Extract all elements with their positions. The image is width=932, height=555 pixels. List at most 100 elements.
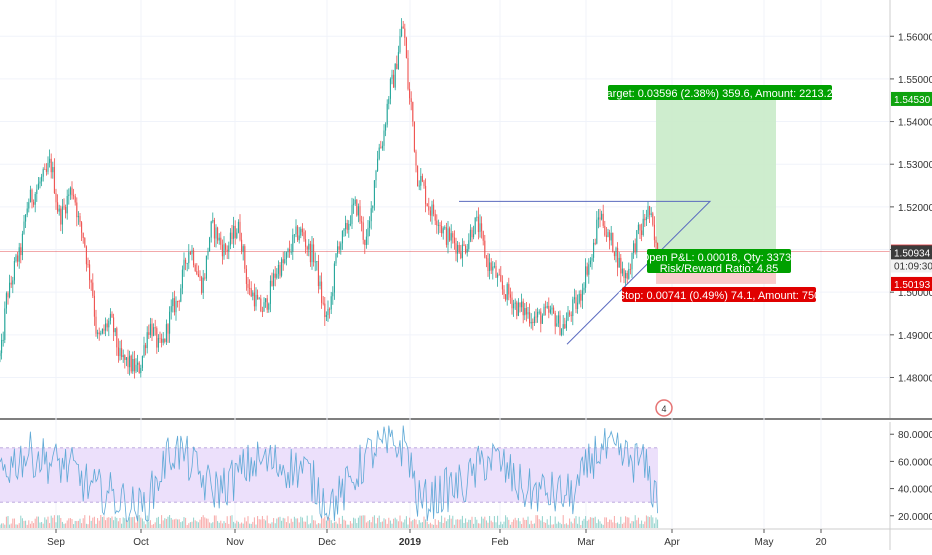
candle-body	[519, 302, 521, 308]
candle-body	[319, 281, 321, 287]
candle-body	[391, 74, 393, 79]
volume-bar	[397, 521, 399, 528]
volume-bar	[165, 518, 167, 528]
volume-bar	[541, 516, 543, 528]
volume-bar	[418, 520, 420, 528]
candle-body	[588, 264, 590, 275]
pnl-label-box[interactable]	[647, 249, 791, 273]
volume-bar	[319, 523, 321, 528]
candle-body	[226, 249, 228, 252]
volume-bar	[562, 515, 564, 528]
candle-body	[634, 243, 636, 253]
candle-body	[373, 180, 375, 206]
volume-bar	[599, 521, 601, 528]
candle-body	[170, 306, 172, 312]
candle-body	[564, 324, 566, 329]
candle-body	[629, 268, 631, 270]
volume-bar	[335, 521, 337, 528]
candle-body	[597, 217, 599, 220]
candle-body	[341, 230, 343, 244]
oscillator-line[interactable]	[0, 425, 658, 522]
volume-bar	[263, 519, 265, 528]
volume-bar	[50, 515, 52, 528]
volume-bar	[617, 522, 619, 528]
target-zone[interactable]	[656, 98, 776, 253]
volume-bar	[493, 516, 495, 528]
candle-body	[215, 227, 217, 239]
candle-body	[111, 313, 113, 318]
volume-bar	[645, 515, 647, 528]
stop-label[interactable]: Stop: 0.00741 (0.49%) 74.1, Amount: 750	[618, 287, 820, 302]
badge-ring[interactable]	[655, 399, 673, 417]
time-tick-label: Sep	[47, 537, 65, 548]
volume-bar	[2, 523, 4, 528]
volume-bar	[109, 517, 111, 528]
candle-body	[247, 283, 249, 288]
volume-bar	[346, 524, 348, 528]
volume-bar	[495, 522, 497, 528]
volume-bar	[591, 517, 593, 528]
stop-label-box[interactable]	[622, 287, 816, 302]
volume-bar	[561, 524, 563, 528]
price-tick-label: 1.48000	[898, 373, 932, 384]
price-tick-label: 1.56000	[898, 32, 932, 43]
volume-bar	[108, 517, 110, 528]
candle-body	[44, 169, 46, 170]
candle-body	[503, 289, 505, 295]
candle-body	[610, 232, 612, 241]
stop-label-text: Stop: 0.00741 (0.49%) 74.1, Amount: 750	[618, 290, 820, 302]
candle-body	[346, 222, 348, 230]
volume-bar	[68, 518, 70, 528]
volume-bar	[546, 519, 548, 528]
volume-bar	[431, 524, 433, 528]
volume-bar	[337, 523, 339, 528]
volume-bar	[453, 524, 455, 528]
candle-body	[76, 202, 78, 218]
target-label-box[interactable]	[608, 85, 832, 100]
volume-bar	[4, 524, 6, 528]
volume-bar	[244, 517, 246, 528]
volume-bar	[316, 524, 318, 528]
volume-bar	[117, 521, 119, 528]
candle-body	[474, 217, 476, 235]
candle-body	[476, 216, 478, 218]
candle-body	[517, 302, 519, 316]
candle-body	[252, 292, 254, 297]
countdown-box	[891, 259, 932, 273]
volume-bar	[626, 517, 628, 528]
volume-bar	[597, 519, 599, 528]
volume-bar	[345, 520, 347, 528]
volume-bar	[556, 523, 558, 528]
volume-bar	[61, 521, 63, 528]
volume-bar	[255, 524, 257, 528]
volume-bar	[383, 518, 385, 528]
candle-body	[229, 232, 231, 246]
candle-body	[33, 202, 35, 205]
candle-body	[29, 189, 31, 203]
candle-body	[372, 205, 374, 209]
volume-bar	[538, 519, 540, 528]
candle-body	[117, 347, 119, 357]
candle-body	[108, 320, 110, 328]
volume-bar	[93, 516, 95, 528]
volume-bar	[111, 516, 113, 528]
candle-body	[511, 297, 513, 309]
target-label[interactable]: Target: 0.03596 (2.38%) 359.6, Amount: 2…	[601, 85, 839, 100]
volume-bar	[501, 524, 503, 528]
pattern-drawing[interactable]	[459, 200, 712, 345]
pnl-label[interactable]: Open P&L: 0.00018, Qty: 33738Risk/Reward…	[641, 249, 798, 275]
volume-bar	[545, 522, 547, 528]
volume-bar	[564, 524, 566, 528]
volume-bar	[637, 517, 639, 528]
volume-bar	[445, 521, 447, 528]
events-badge[interactable]: 4	[655, 399, 673, 417]
volume-bar	[33, 523, 35, 528]
candle-body	[13, 261, 15, 281]
candle-body	[279, 265, 281, 276]
volume-bar	[293, 516, 295, 528]
volume-bar	[60, 517, 62, 528]
volume-bar	[610, 519, 612, 528]
volume-bar	[441, 515, 443, 528]
